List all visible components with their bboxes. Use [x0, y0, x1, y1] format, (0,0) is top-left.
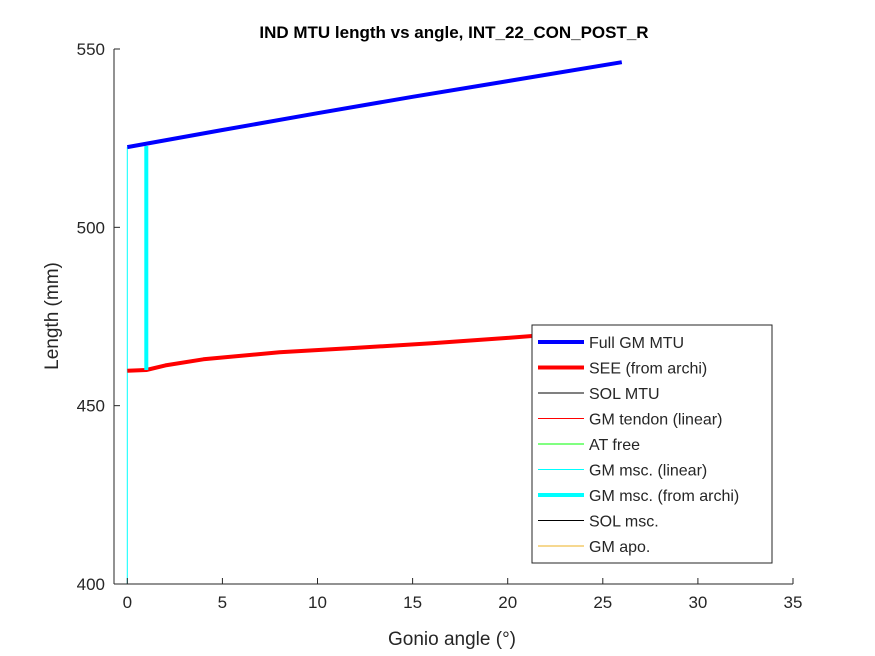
- y-tick-label: 450: [77, 397, 105, 416]
- series-line-full-gm-mtu: [126, 60, 623, 150]
- series-layer: [126, 60, 623, 584]
- legend-label: Full GM MTU: [589, 335, 684, 352]
- legend-label: SOL msc.: [589, 514, 659, 531]
- x-tick-label: 30: [688, 593, 707, 612]
- legend-label: AT free: [589, 437, 640, 454]
- legend-label: SEE (from archi): [589, 361, 707, 378]
- plot-area: 0 5 10 15 20 25 30 35 400 450 500 550: [77, 40, 803, 612]
- y-ticks: 400 450 500 550: [77, 40, 120, 594]
- x-tick-label: 0: [123, 593, 132, 612]
- x-axis-label: Gonio angle (°): [388, 629, 516, 650]
- legend-label: GM msc. (from archi): [589, 488, 739, 505]
- x-tick-label: 5: [218, 593, 227, 612]
- y-tick-label: 550: [77, 40, 105, 59]
- x-tick-label: 10: [308, 593, 327, 612]
- x-tick-label: 25: [593, 593, 612, 612]
- axes-layer: [113, 49, 793, 585]
- legend-label: SOL MTU: [589, 386, 660, 403]
- y-tick-label: 500: [77, 218, 105, 237]
- legend-entries: Full GM MTU SEE (from archi) SOL MTU GM ten…: [538, 335, 739, 556]
- legend-label: GM apo.: [589, 539, 650, 556]
- x-tick-label: 35: [784, 593, 803, 612]
- chart-title: IND MTU length vs angle, INT_22_CON_POST…: [259, 23, 648, 42]
- x-tick-label: 15: [403, 593, 422, 612]
- legend-label: GM tendon (linear): [589, 412, 722, 429]
- y-axis-label: Length (mm): [42, 262, 63, 370]
- legend: Full GM MTU SEE (from archi) SOL MTU GM ten…: [531, 324, 773, 564]
- y-tick-label: 400: [77, 575, 105, 594]
- legend-label: GM msc. (linear): [589, 463, 707, 480]
- x-tick-label: 20: [498, 593, 517, 612]
- x-ticks: 0 5 10 15 20 25 30 35: [123, 578, 803, 612]
- series-line-see-from-archi: [127, 327, 622, 373]
